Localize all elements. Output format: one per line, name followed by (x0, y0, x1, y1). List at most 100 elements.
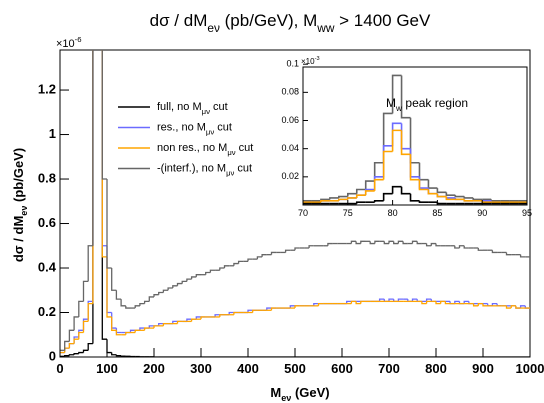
x-tick-label: 800 (425, 361, 447, 376)
histogram-bin (176, 320, 183, 324)
histogram-bin (393, 241, 399, 245)
y-tick-label: 0.2 (38, 304, 56, 319)
histogram-bin (101, 50, 107, 258)
histogram-bin (418, 200, 429, 203)
y-tick-label: 0.4 (38, 259, 57, 274)
histogram-bin (425, 300, 432, 304)
histogram-bin (228, 311, 234, 315)
x-tick-label: 600 (331, 361, 353, 376)
histogram-bin (505, 305, 512, 309)
histogram-bin (350, 300, 357, 304)
histogram-bin (472, 197, 483, 201)
histogram-bin (294, 247, 300, 251)
histogram-bin (247, 309, 253, 313)
histograms (60, 50, 530, 357)
histogram-bin (463, 245, 469, 249)
histogram-bin (106, 256, 112, 318)
histogram-bin (436, 188, 447, 194)
histogram-bin (425, 298, 432, 302)
x-tick-label: 100 (96, 361, 118, 376)
histogram-bin (355, 301, 361, 305)
histogram-bin (382, 150, 393, 180)
histogram-bin (391, 185, 402, 194)
histogram-bin (338, 198, 348, 201)
histogram-bin (350, 240, 357, 244)
x-tick-label: 95 (522, 208, 532, 218)
histogram-bin (373, 161, 384, 182)
axis-multiplier: ×10-6 (56, 35, 82, 50)
histogram-bin (289, 305, 295, 309)
histogram-bin (167, 287, 173, 291)
x-tick-label: 900 (472, 361, 494, 376)
histogram-bin (355, 241, 361, 245)
histogram-bin (444, 301, 451, 305)
annotation-part: w (395, 103, 403, 113)
legend-label: full, no Mμν cut (157, 101, 228, 116)
legend-label-part: res., no M (157, 121, 206, 133)
histogram-bin (233, 311, 239, 315)
histogram-bin (68, 354, 75, 356)
histogram-bin (436, 193, 447, 198)
x-tick-label: 80 (388, 208, 398, 218)
histogram-bin (162, 289, 169, 293)
histogram-bin (214, 314, 220, 317)
histogram-bin (458, 245, 465, 248)
y-tick-label: 1.2 (38, 81, 56, 96)
histogram-bin (111, 352, 117, 356)
y-tick-label: 0.1 (286, 59, 299, 69)
axis-multiplier-part: ×10 (56, 38, 75, 50)
histogram-bin (64, 340, 70, 351)
histogram-bin (435, 243, 441, 247)
histogram-bin (294, 305, 300, 309)
axis-multiplier-part: -6 (75, 35, 82, 44)
histogram-bin (388, 240, 394, 244)
legend-label-part: μν (202, 107, 210, 116)
histogram-bin (266, 307, 272, 311)
histogram-bin (101, 50, 107, 180)
x-tick-label: 500 (284, 361, 306, 376)
histogram-bin (360, 300, 366, 304)
axis-multiplier-part: -3 (315, 56, 320, 62)
histogram-bin (68, 329, 75, 342)
histogram-bin (129, 329, 136, 333)
x-tick-label: 200 (143, 361, 165, 376)
histogram-bin (454, 245, 460, 249)
histogram-bin (347, 197, 357, 200)
histogram-bin (482, 303, 488, 307)
histogram-bin (515, 305, 521, 309)
histogram-bin (158, 291, 164, 295)
histogram-bin (115, 354, 122, 357)
legend-label-part: μν (227, 148, 235, 157)
y-axis-label-part: dσ / dM (11, 216, 26, 262)
histogram-bin (382, 192, 393, 201)
histogram-bin (139, 302, 145, 306)
axis-multiplier: ×10-3 (301, 56, 320, 66)
legend-label-part: cut (236, 142, 254, 154)
y-axis-label: dσ / dMeν (pb/GeV) (11, 148, 29, 262)
x-tick-label: 300 (190, 361, 212, 376)
histogram-bin (411, 240, 418, 244)
histogram-bin (477, 302, 483, 306)
histogram-bin (209, 269, 216, 273)
histogram-bin (421, 301, 427, 305)
histogram-bin (261, 254, 267, 257)
y-tick-label: 0.6 (38, 215, 56, 230)
histogram-bin (425, 243, 432, 247)
histogram-bin (454, 300, 460, 304)
histogram-bin (400, 75, 411, 119)
y-axis-label-part: eν (19, 206, 29, 216)
histogram-bin (308, 245, 314, 248)
histogram-bin (115, 290, 122, 300)
histogram-bin (463, 300, 469, 304)
legend-label-part: cut (234, 162, 252, 174)
chart-title-part: dσ / dM (150, 11, 208, 30)
histogram-bin (416, 241, 422, 245)
histogram-bin (82, 320, 89, 333)
x-tick-label: 400 (237, 361, 259, 376)
x-axis-label-part: (GeV) (291, 385, 329, 400)
x-tick-label: 0 (56, 361, 63, 376)
histogram-bin (510, 305, 516, 309)
histogram-bin (400, 186, 411, 195)
histogram-bin (78, 351, 84, 354)
histogram-bin (148, 325, 154, 329)
